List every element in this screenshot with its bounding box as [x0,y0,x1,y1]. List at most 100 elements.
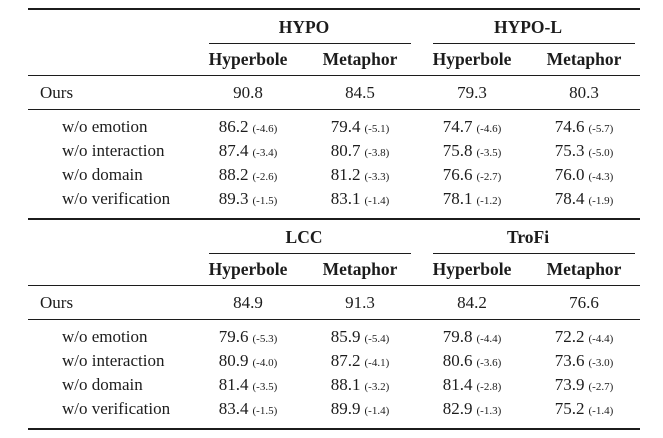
metric-value: 87.4 [218,141,249,160]
ablation-row: w/o interaction 80.9 (-4.0) 87.2 (-4.1) 80… [28,349,640,373]
metric-cell: 76.6 (-2.7) [416,163,528,187]
row-label: w/o verification [62,189,171,208]
metric-cell: 80.9 (-4.0) [192,349,304,373]
metric-value: 72.2 [554,327,585,346]
metric-value: 84.5 [345,82,375,102]
metric-cell: 87.4 (-3.4) [192,139,304,163]
ablation-row: w/o verification 89.3 (-1.5) 83.1 (-1.4) 7… [28,187,640,219]
spacer-cell [28,220,192,254]
metric-value: 78.1 [442,189,473,208]
metric-cell: 75.3 (-5.0) [528,139,640,163]
column-header: Metaphor [546,259,622,279]
delta-value: (-1.2) [476,195,502,207]
delta-value: (-1.5) [252,405,278,417]
column-header: Hyperbole [432,259,512,279]
metric-value: 80.6 [442,351,473,370]
metric-value: 87.2 [330,351,361,370]
metric-cell: 74.7 (-4.6) [416,110,528,140]
metric-cell: 88.2 (-2.6) [192,163,304,187]
spacer-cell [28,9,192,44]
metric-cell: 83.4 (-1.5) [192,397,304,429]
metric-value: 81.2 [330,165,361,184]
ours-row: Ours 90.8 84.5 79.3 80.3 [28,76,640,110]
metric-cell: 81.2 (-3.3) [304,163,416,187]
metric-cell: 87.2 (-4.1) [304,349,416,373]
metric-cell: 89.9 (-1.4) [304,397,416,429]
metric-cell: 80.7 (-3.8) [304,139,416,163]
metric-value: 89.3 [218,189,249,208]
metric-value: 84.9 [233,292,263,312]
metric-cell: 80.6 (-3.6) [416,349,528,373]
metric-cell: 78.4 (-1.9) [528,187,640,219]
metric-value: 79.4 [330,117,361,136]
row-label: Ours [40,82,74,102]
metric-cell: 81.4 (-2.8) [416,373,528,397]
delta-value: (-3.4) [252,147,278,159]
metric-value: 88.2 [218,165,249,184]
delta-value: (-4.1) [364,357,390,369]
metric-value: 89.9 [330,399,361,418]
delta-value: (-4.4) [588,333,614,345]
delta-value: (-4.3) [588,171,614,183]
delta-value: (-4.6) [252,123,278,135]
metric-value: 84.2 [457,292,487,312]
ablation-row: w/o emotion 86.2 (-4.6) 79.4 (-5.1) 74.7 (-… [28,110,640,140]
ours-row: Ours 84.9 91.3 84.2 76.6 [28,286,641,320]
ablation-row: w/o domain 81.4 (-3.5) 88.1 (-3.2) 81.4 (-2… [28,373,640,397]
metric-cell: 83.1 (-1.4) [304,187,416,219]
metric-value: 83.1 [330,189,361,208]
delta-value: (-1.5) [252,195,278,207]
column-header-row: Hyperbole Metaphor Hyperbole Metaphor [28,254,641,286]
metric-cell: 79.4 (-5.1) [304,110,416,140]
metric-value: 74.7 [442,117,473,136]
delta-value: (-4.0) [252,357,278,369]
metric-cell: 79.6 (-5.3) [192,320,304,350]
delta-value: (-3.5) [252,381,278,393]
metric-value: 80.9 [218,351,249,370]
metric-value: 79.8 [442,327,473,346]
column-header-row: Hyperbole Metaphor Hyperbole Metaphor [28,44,640,76]
metric-value: 80.7 [330,141,361,160]
spacer-cell [28,254,192,286]
metric-value: 88.1 [330,375,361,394]
metric-cell: 75.2 (-1.4) [528,397,640,429]
delta-value: (-1.9) [588,195,614,207]
metric-value: 75.8 [442,141,473,160]
spacer-cell [28,44,192,76]
delta-value: (-4.6) [476,123,502,135]
metric-cell: 89.3 (-1.5) [192,187,304,219]
row-label: Ours [40,292,74,312]
delta-value: (-3.2) [364,381,390,393]
delta-value: (-3.8) [364,147,390,159]
metric-value: 86.2 [218,117,249,136]
group-header-row: LCC TroFi [28,220,640,254]
metric-cell: 72.2 (-4.4) [528,320,640,350]
metric-cell: 85.9 (-5.4) [304,320,416,350]
metric-cell: 73.9 (-2.7) [528,373,640,397]
metric-cell: 73.6 (-3.0) [528,349,640,373]
delta-value: (-2.7) [476,171,502,183]
row-label: w/o emotion [62,327,148,346]
metric-value: 91.3 [345,292,375,312]
delta-value: (-1.4) [588,405,614,417]
metric-value: 76.0 [554,165,585,184]
delta-value: (-3.0) [588,357,614,369]
delta-value: (-5.0) [588,147,614,159]
metric-value: 83.4 [218,399,249,418]
metric-value: 78.4 [554,189,585,208]
column-header: Hyperbole [208,49,288,69]
metric-value: 73.9 [554,375,585,394]
delta-value: (-5.4) [364,333,390,345]
group-header-hypo: HYPO [192,9,416,44]
row-label: w/o interaction [62,351,165,370]
metric-cell: 81.4 (-3.5) [192,373,304,397]
group-header-lcc: LCC [192,220,416,254]
delta-value: (-1.4) [364,405,390,417]
column-header: Metaphor [322,259,398,279]
row-label: w/o domain [62,375,143,394]
row-label: w/o interaction [62,141,165,160]
delta-value: (-2.6) [252,171,278,183]
delta-value: (-3.6) [476,357,502,369]
metric-value: 81.4 [442,375,473,394]
metric-value: 81.4 [218,375,249,394]
